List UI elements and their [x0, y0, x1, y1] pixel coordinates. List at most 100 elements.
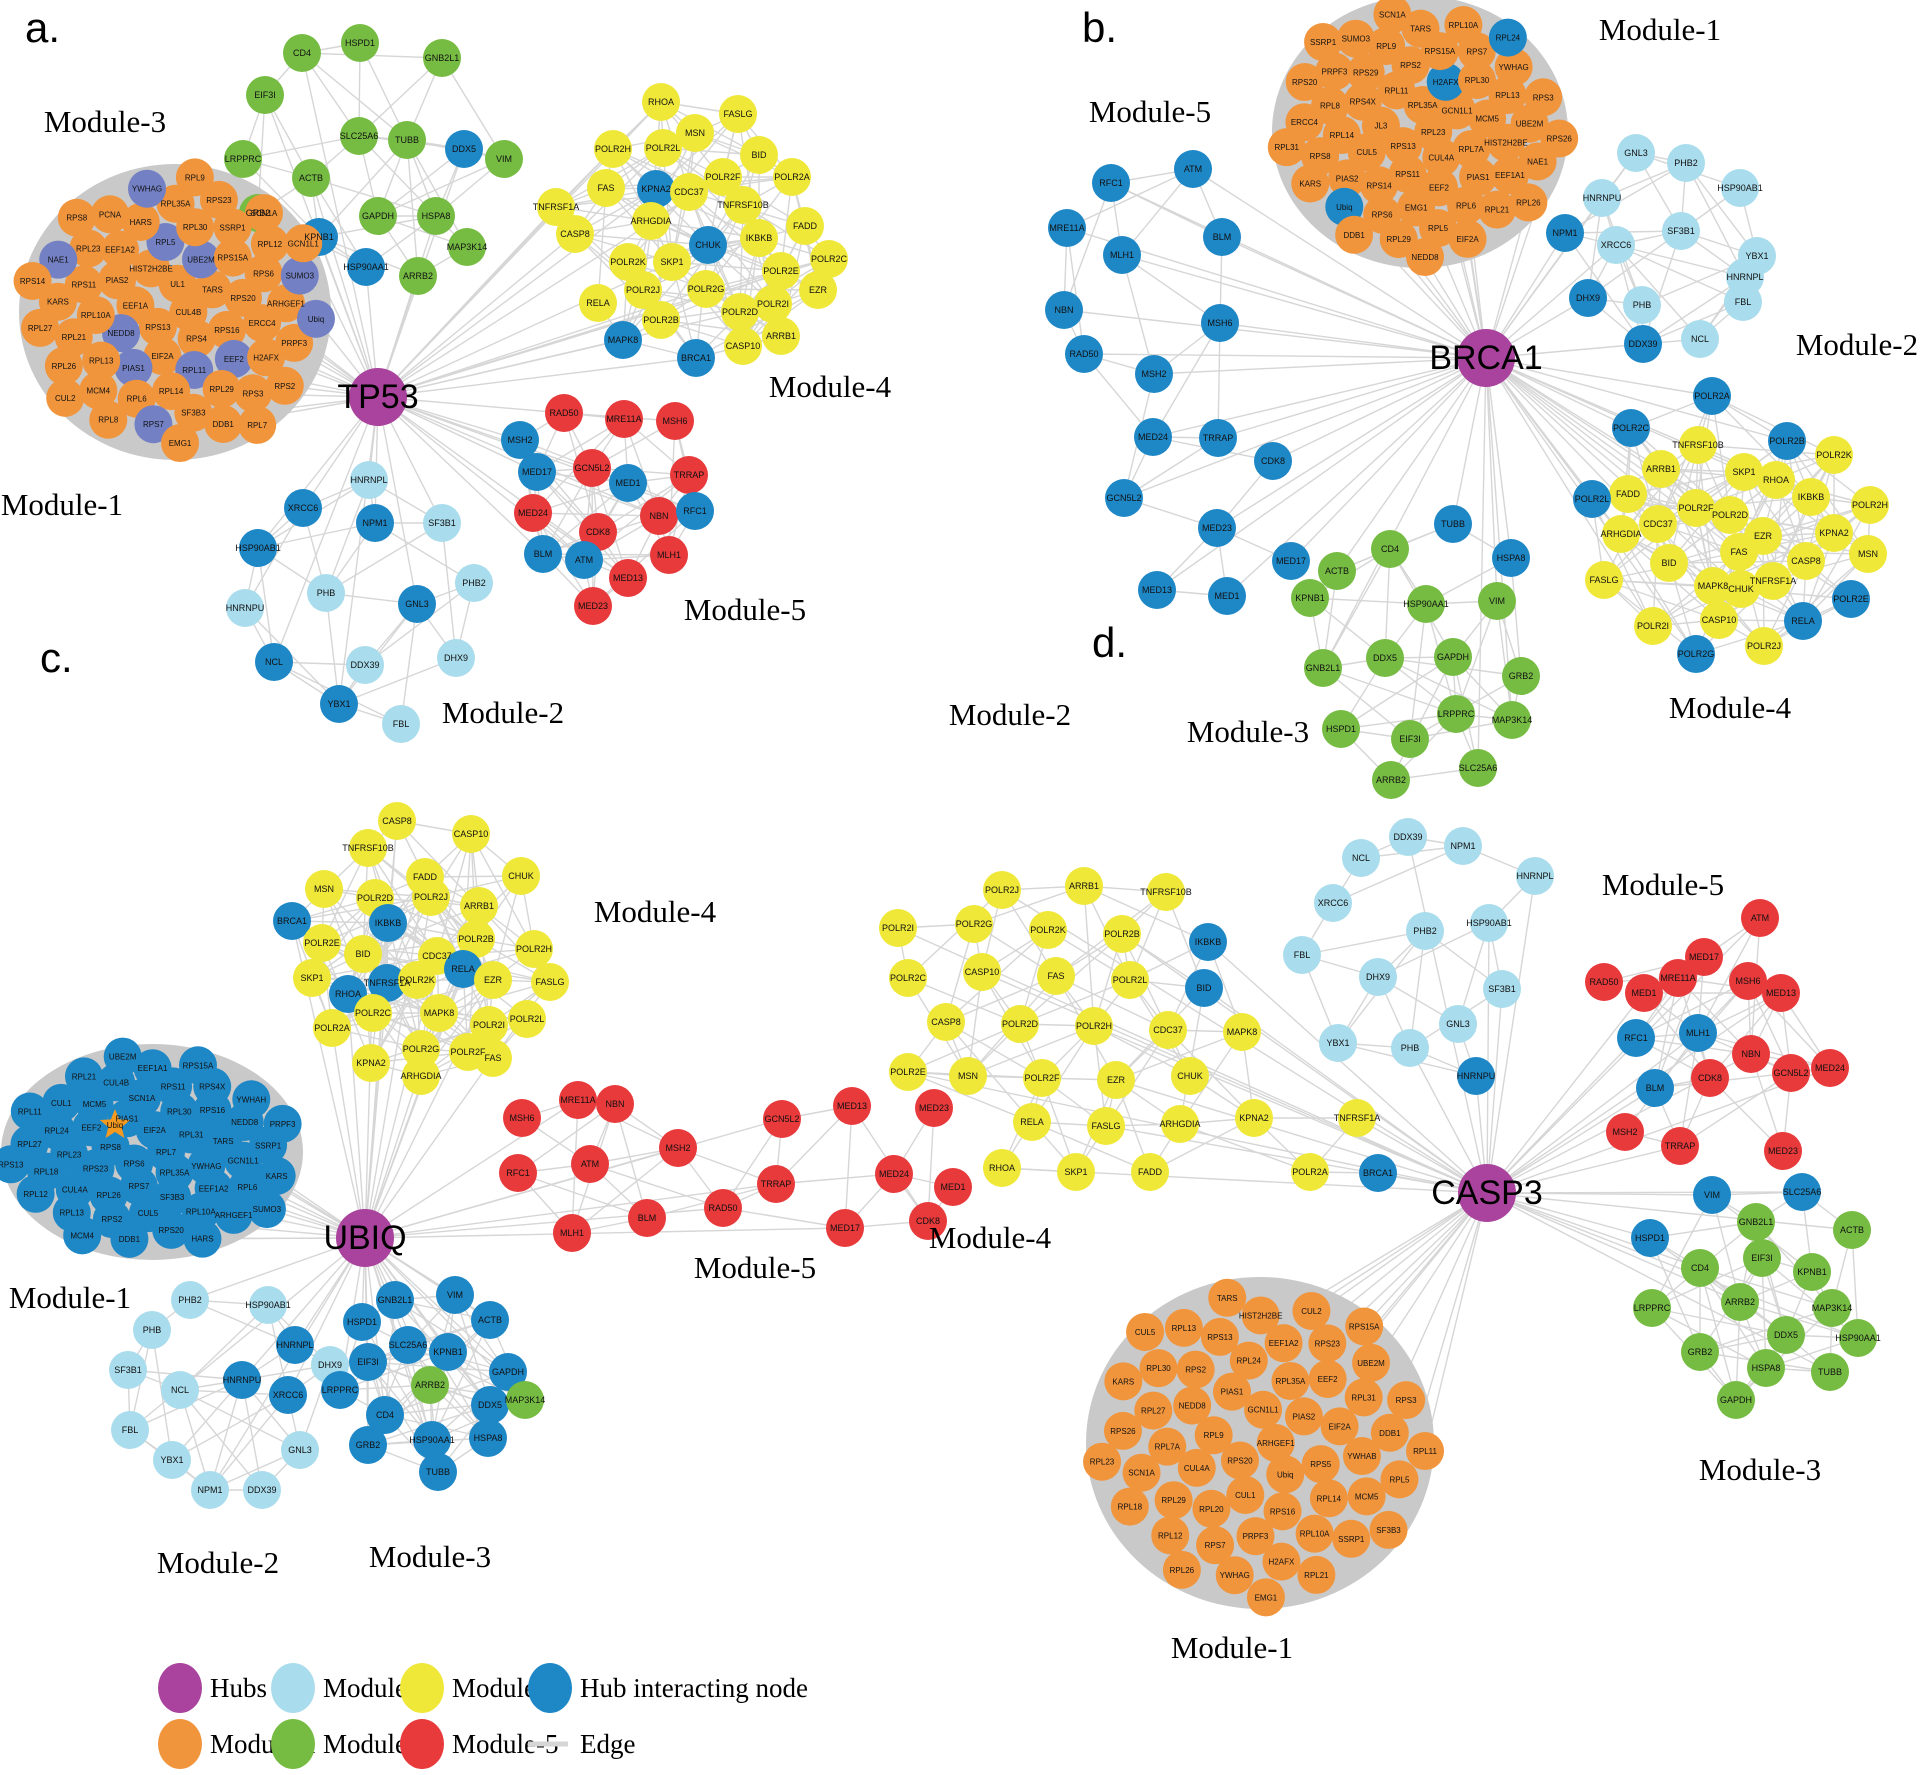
node-BLM [628, 1199, 666, 1237]
node-FAS [587, 169, 625, 207]
nodes [1045, 0, 1889, 799]
edge [1620, 533, 1697, 655]
node-EEF2 [214, 339, 253, 378]
node-TNFRSF10B [1147, 873, 1185, 911]
node-LRPPRC [1437, 695, 1475, 733]
module-label-Module-1: Module-1 [1, 487, 123, 522]
node-DDB1 [204, 404, 243, 443]
module-label-Module-3: Module-3 [369, 1539, 491, 1574]
node-MED13 [609, 559, 647, 597]
node-RAD50 [1585, 963, 1623, 1001]
edge [361, 1321, 433, 1441]
node-POLR2E [1832, 580, 1870, 618]
module-label-Module-4: Module-4 [594, 894, 717, 929]
edge [945, 975, 1057, 1023]
node-RELA [444, 950, 482, 988]
module-label-Module-4: Module-4 [1669, 690, 1792, 725]
edge [1591, 498, 1654, 627]
module-label-Module-3: Module-3 [1187, 714, 1309, 749]
hub-spoke-edge [364, 1099, 579, 1239]
node-MED13 [1138, 571, 1176, 609]
module-label-Module-5: Module-5 [1089, 94, 1211, 129]
node-MSH2 [1135, 355, 1173, 393]
hub-spoke-edge [287, 1237, 366, 1396]
node-POLR2K [398, 961, 436, 999]
edge [325, 479, 370, 594]
node-MAPK8 [1694, 567, 1732, 605]
edge [1510, 557, 1522, 677]
node-ARHGDIA [402, 1057, 440, 1095]
node-EIF2A [143, 337, 182, 376]
edge [377, 158, 505, 217]
node-POLR2J [412, 878, 450, 916]
node-RPS4X [1343, 82, 1382, 121]
hub-spoke-edge [338, 396, 379, 705]
node-RPS15A [178, 1046, 217, 1085]
node-ARRB1 [762, 317, 800, 355]
hub-spoke-edge [1153, 357, 1487, 375]
node-RPL29 [202, 369, 241, 408]
hub-spoke-edge [1477, 357, 1487, 769]
node-RFC1 [676, 492, 714, 530]
node-RPS3 [1524, 78, 1563, 117]
node-RPL7 [238, 405, 277, 444]
hub-spoke-edge [377, 244, 709, 398]
module-label-Module-4: Module-4 [929, 1220, 1052, 1255]
legend-swatch-module-1 [158, 1719, 202, 1769]
edge [945, 1021, 1033, 1123]
node-RPS2 [1176, 1350, 1215, 1389]
node-RPS3 [233, 374, 272, 413]
node-ARRB1 [1642, 450, 1680, 488]
hub-spoke-edge [1336, 357, 1487, 572]
node-CASP8 [378, 802, 416, 840]
node-GNB2L1 [1737, 1203, 1775, 1241]
node-RPS26 [1540, 119, 1579, 158]
node-PHB [1391, 1029, 1429, 1067]
node-NCL [1681, 320, 1719, 358]
node-H2AFX [1262, 1542, 1301, 1581]
hub-spoke-edge [377, 396, 544, 555]
node-MLH1 [1679, 1014, 1717, 1052]
hub-spoke-edge [1486, 1087, 1656, 1194]
node-BLM [1203, 218, 1241, 256]
hub-spoke-edge [377, 233, 576, 398]
node-MRE11A [605, 400, 643, 438]
edge [592, 510, 696, 607]
node-EZR [474, 961, 512, 999]
node-RPL5 [1419, 209, 1458, 248]
node-GCN5L2 [1105, 479, 1143, 517]
node-GCN1L1 [1438, 91, 1477, 130]
node-MRE11A [559, 1081, 597, 1119]
node-FADD [786, 207, 824, 245]
edge [1409, 930, 1426, 1049]
edge [1019, 979, 1131, 1025]
node-PIAS1 [114, 348, 153, 387]
node-RPS13 [0, 1145, 30, 1184]
node-RPL10A [1295, 1514, 1334, 1553]
nodes [0, 802, 972, 1509]
node-TARS [193, 270, 232, 309]
node-SCN1A [1373, 0, 1412, 34]
node-RPS26 [1103, 1411, 1142, 1450]
module-label-Module-1: Module-1 [1171, 1630, 1293, 1665]
node-GRB2 [349, 1426, 387, 1464]
node-CD4 [1371, 530, 1409, 568]
node-POLR2G [955, 905, 993, 943]
node-GRB2 [1681, 1333, 1719, 1371]
node-RPS23 [1308, 1324, 1347, 1363]
node-POLR2C [889, 959, 927, 997]
node-KPNB1 [1291, 579, 1329, 617]
node-UBE2M [103, 1037, 142, 1076]
node-UBE2M [1352, 1343, 1391, 1382]
node-SKP1 [1057, 1153, 1095, 1191]
node-RPS20 [1285, 63, 1324, 102]
edge [1455, 600, 1498, 715]
hub-spoke-edge [1192, 168, 1487, 359]
node-RAD50 [1065, 335, 1103, 373]
hub-spoke-edge [364, 1237, 489, 1439]
node-PHB2 [1406, 912, 1444, 950]
hub-spoke-edge [1486, 1032, 1699, 1194]
node-XRCC6 [1314, 884, 1352, 922]
node-PIAS1 [1459, 157, 1498, 196]
edge [362, 905, 480, 955]
